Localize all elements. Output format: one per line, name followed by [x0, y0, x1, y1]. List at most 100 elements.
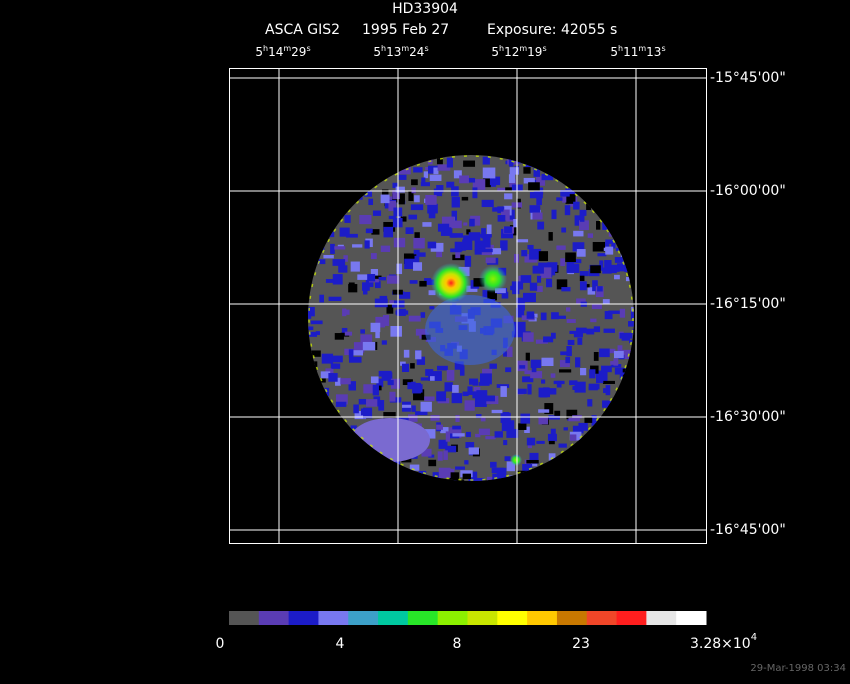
speckle: [516, 297, 524, 303]
speckle: [579, 209, 587, 216]
speckle: [531, 367, 537, 373]
speckle: [544, 403, 554, 414]
speckle: [396, 263, 403, 275]
speckle: [365, 228, 373, 234]
speckle: [364, 240, 370, 249]
speckle: [569, 380, 578, 386]
speckle: [416, 252, 426, 257]
speckle: [350, 261, 360, 272]
speckle: [405, 227, 414, 234]
speckle: [316, 458, 323, 463]
colorbar-label: 8: [453, 636, 462, 652]
speckle: [617, 436, 623, 448]
ra-value: 19: [527, 45, 542, 59]
speckle: [621, 224, 630, 230]
speckle: [363, 384, 376, 394]
speckle: [320, 453, 329, 464]
speckle: [469, 378, 478, 385]
speckle: [516, 470, 529, 474]
speckle: [331, 363, 341, 369]
speckle: [615, 178, 628, 189]
speckle: [482, 486, 494, 494]
speckle: [600, 371, 608, 383]
speckle: [538, 416, 549, 425]
exposure: Exposure: 42055 s: [487, 22, 617, 38]
colorbar-swatch: [378, 611, 409, 625]
speckle: [331, 197, 338, 206]
speckle: [612, 459, 625, 469]
speckle: [538, 251, 549, 262]
speckle: [622, 191, 629, 199]
speckle: [631, 246, 634, 254]
speckle: [319, 469, 327, 474]
edge-ring: [308, 155, 634, 481]
speckle: [328, 231, 335, 238]
speckle: [399, 163, 411, 175]
speckle: [480, 417, 486, 422]
speckle: [463, 222, 468, 226]
speckle: [367, 273, 376, 282]
speckle: [603, 202, 614, 213]
speckle: [408, 190, 414, 201]
speckle: [602, 267, 612, 274]
speckle: [335, 377, 341, 386]
speckle: [322, 223, 333, 227]
speckle: [526, 311, 535, 319]
speckle: [566, 409, 578, 420]
speckle: [332, 259, 346, 266]
speckle: [466, 285, 478, 292]
colorbar-swatch: [407, 611, 439, 625]
speckle: [586, 328, 595, 335]
speckle: [436, 424, 443, 430]
speckle: [621, 396, 633, 404]
speckle: [550, 155, 562, 160]
speckle: [375, 477, 385, 481]
speckle: [601, 365, 612, 373]
ra-value: 12: [504, 45, 519, 59]
speckle: [474, 396, 487, 407]
speckle: [403, 349, 410, 358]
speckle: [323, 174, 330, 181]
speckle: [395, 186, 405, 193]
speckle: [370, 253, 377, 260]
speckle: [591, 176, 603, 180]
speckle: [309, 473, 319, 481]
speckle: [635, 318, 640, 324]
speckle: [522, 474, 531, 480]
speckle: [335, 437, 343, 448]
speckle: [392, 157, 398, 165]
speckle: [536, 275, 542, 283]
speckle: [592, 199, 598, 207]
speckle: [353, 342, 365, 353]
speckle: [559, 468, 571, 474]
speckle: [492, 473, 503, 481]
speckle: [428, 207, 436, 219]
speckle: [521, 250, 528, 257]
speckle: [349, 455, 362, 460]
speckle: [613, 212, 622, 220]
speckle: [560, 258, 566, 267]
speckle: [455, 466, 466, 470]
speckle: [485, 436, 496, 440]
speckle: [564, 205, 571, 216]
speckle: [382, 315, 390, 326]
speckle: [323, 254, 334, 259]
speckle: [375, 329, 380, 339]
speckle: [593, 168, 604, 172]
speckle: [482, 289, 491, 298]
speckle: [524, 160, 535, 167]
speckle: [474, 477, 485, 481]
speckle: [374, 298, 388, 308]
colorbar-max-label: 3.28×104: [690, 632, 757, 652]
speckle: [338, 155, 346, 162]
ra-value: 5: [610, 45, 618, 59]
speckle: [334, 246, 346, 250]
speckle: [309, 361, 318, 371]
speckle: [392, 182, 398, 189]
speckle: [389, 391, 396, 402]
speckle: [452, 425, 461, 430]
mantissa: 3.28×10: [690, 636, 751, 652]
speckle: [472, 179, 486, 190]
colorbar-swatch: [318, 611, 349, 625]
speckle: [629, 339, 634, 344]
